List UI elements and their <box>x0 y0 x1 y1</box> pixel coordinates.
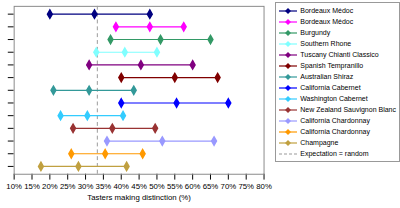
html-text:Bordeaux Médoc: Bordeaux Médoc <box>300 18 354 25</box>
html-text:Spanish Tempranillo: Spanish Tempranillo <box>300 62 364 69</box>
svg-text:65%: 65% <box>203 182 219 191</box>
svg-text:20%: 20% <box>42 182 58 191</box>
html-text:Tuscany Chianti Classico: Tuscany Chianti Classico <box>300 51 379 58</box>
html-text:Australian Shiraz: Australian Shiraz <box>300 73 354 80</box>
svg-text:10%: 10% <box>6 182 22 191</box>
svg-text:Tasters making distinction (%): Tasters making distinction (%) <box>87 193 191 202</box>
svg-text:35%: 35% <box>96 182 112 191</box>
svg-text:40%: 40% <box>113 182 129 191</box>
svg-text:55%: 55% <box>167 182 183 191</box>
svg-text:70%: 70% <box>221 182 237 191</box>
html-text:Washington Cabernet: Washington Cabernet <box>300 95 368 102</box>
html-text:Champagne: Champagne <box>300 139 339 146</box>
svg-text:15%: 15% <box>24 182 40 191</box>
svg-text:60%: 60% <box>185 182 201 191</box>
html-text:New Zealand Sauvignon Blanc: New Zealand Sauvignon Blanc <box>300 106 396 113</box>
html-text:California Chardonnay: California Chardonnay <box>300 128 370 135</box>
html-text:Burgundy: Burgundy <box>300 29 331 36</box>
svg-text:25%: 25% <box>60 182 76 191</box>
svg-text:30%: 30% <box>78 182 94 191</box>
html-text:Southern Rhone: Southern Rhone <box>300 40 352 47</box>
svg-text:45%: 45% <box>131 182 147 191</box>
html-text:California Chardonnay: California Chardonnay <box>300 117 370 124</box>
html-text:Bordeaux Médoc: Bordeaux Médoc <box>300 7 354 14</box>
html-text:California Cabernet: California Cabernet <box>300 84 361 91</box>
svg-text:50%: 50% <box>149 182 165 191</box>
svg-text:80%: 80% <box>256 182 272 191</box>
svg-text:75%: 75% <box>238 182 254 191</box>
html-text:Expectation = random: Expectation = random <box>300 150 369 157</box>
